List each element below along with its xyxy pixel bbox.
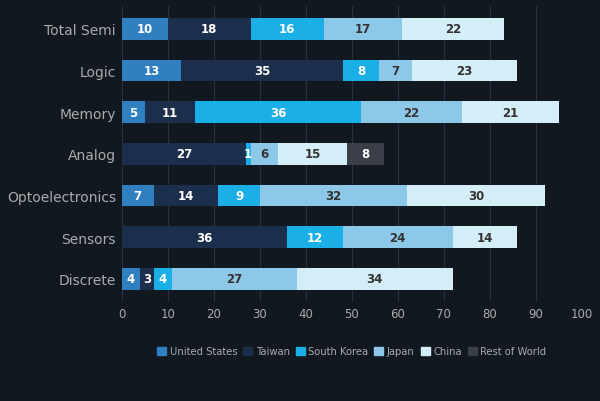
Text: 11: 11 [162, 106, 178, 119]
Text: 17: 17 [355, 23, 371, 36]
Text: 36: 36 [270, 106, 286, 119]
Bar [122, 227, 287, 248]
Text: 27: 27 [176, 148, 192, 161]
Bar [172, 268, 296, 290]
Text: 35: 35 [254, 65, 270, 78]
Bar [343, 61, 379, 82]
Bar [347, 144, 384, 165]
Text: 8: 8 [361, 148, 370, 161]
Bar [287, 227, 343, 248]
Bar [122, 61, 181, 82]
Text: 8: 8 [357, 65, 365, 78]
Bar [154, 268, 172, 290]
Text: 14: 14 [178, 190, 194, 203]
Bar [260, 185, 407, 207]
Bar [122, 102, 145, 124]
Text: 30: 30 [468, 190, 484, 203]
Legend: United States, Taiwan, South Korea, Japan, China, Rest of World: United States, Taiwan, South Korea, Japa… [153, 342, 550, 360]
Text: 14: 14 [477, 231, 493, 244]
Bar [246, 144, 251, 165]
Text: 7: 7 [391, 65, 400, 78]
Bar [181, 61, 343, 82]
Text: 10: 10 [137, 23, 153, 36]
Text: 6: 6 [260, 148, 268, 161]
Bar [379, 61, 412, 82]
Text: 36: 36 [196, 231, 212, 244]
Bar [167, 19, 251, 41]
Bar [296, 268, 453, 290]
Text: 22: 22 [403, 106, 420, 119]
Bar [251, 144, 278, 165]
Bar [453, 227, 517, 248]
Text: 18: 18 [201, 23, 217, 36]
Bar [251, 19, 324, 41]
Bar [403, 19, 503, 41]
Bar [145, 102, 195, 124]
Bar [195, 102, 361, 124]
Text: 9: 9 [235, 190, 243, 203]
Bar [278, 144, 347, 165]
Bar [343, 227, 453, 248]
Bar [218, 185, 260, 207]
Text: 1: 1 [244, 148, 252, 161]
Bar [122, 19, 167, 41]
Text: 27: 27 [226, 273, 242, 286]
Bar [407, 185, 545, 207]
Text: 21: 21 [502, 106, 519, 119]
Text: 22: 22 [445, 23, 461, 36]
Bar [154, 185, 218, 207]
Bar [122, 185, 154, 207]
Text: 13: 13 [143, 65, 160, 78]
Text: 5: 5 [129, 106, 137, 119]
Bar [140, 268, 154, 290]
Bar [361, 102, 462, 124]
Text: 24: 24 [389, 231, 406, 244]
Text: 34: 34 [367, 273, 383, 286]
Text: 7: 7 [134, 190, 142, 203]
Text: 32: 32 [325, 190, 341, 203]
Text: 4: 4 [127, 273, 135, 286]
Text: 23: 23 [457, 65, 473, 78]
Bar [324, 19, 403, 41]
Text: 15: 15 [304, 148, 321, 161]
Text: 16: 16 [279, 23, 296, 36]
Bar [122, 268, 140, 290]
Text: 12: 12 [307, 231, 323, 244]
Text: 4: 4 [159, 273, 167, 286]
Bar [412, 61, 517, 82]
Bar [462, 102, 559, 124]
Bar [122, 144, 246, 165]
Text: 3: 3 [143, 273, 151, 286]
